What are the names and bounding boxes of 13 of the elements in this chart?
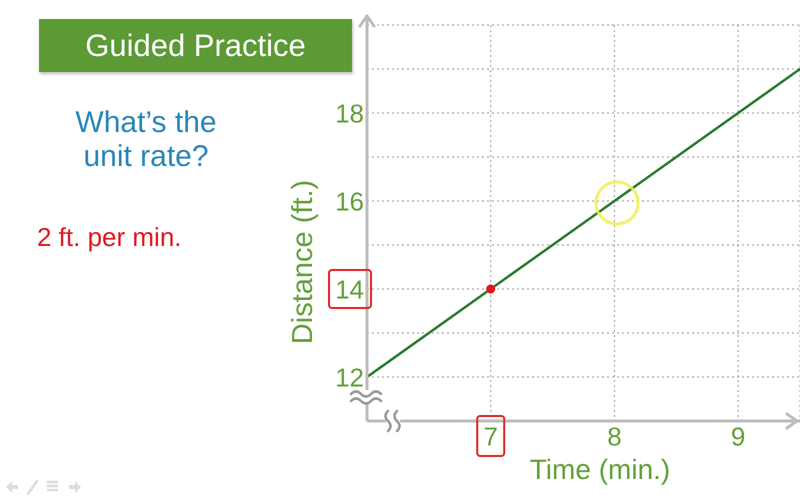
y-tick-label: 12 bbox=[335, 362, 364, 392]
x-tick-label: 9 bbox=[730, 421, 746, 452]
x-tick-label: 8 bbox=[607, 421, 622, 452]
line-series bbox=[367, 68, 800, 378]
text: What’s the unit rate? bbox=[75, 106, 217, 173]
text: 2 ft. per min. bbox=[37, 222, 182, 252]
chart-title: Guided Practice bbox=[85, 28, 306, 64]
y-tick-label: 16 bbox=[335, 186, 364, 216]
y-axis-title: Distance (ft.) bbox=[287, 180, 319, 344]
x-tick-label: 7 bbox=[483, 421, 498, 452]
y-tick-label: 18 bbox=[335, 98, 364, 128]
y-tick-label: 14 bbox=[335, 274, 364, 304]
x-axis-title: Time (min.) bbox=[530, 454, 670, 484]
